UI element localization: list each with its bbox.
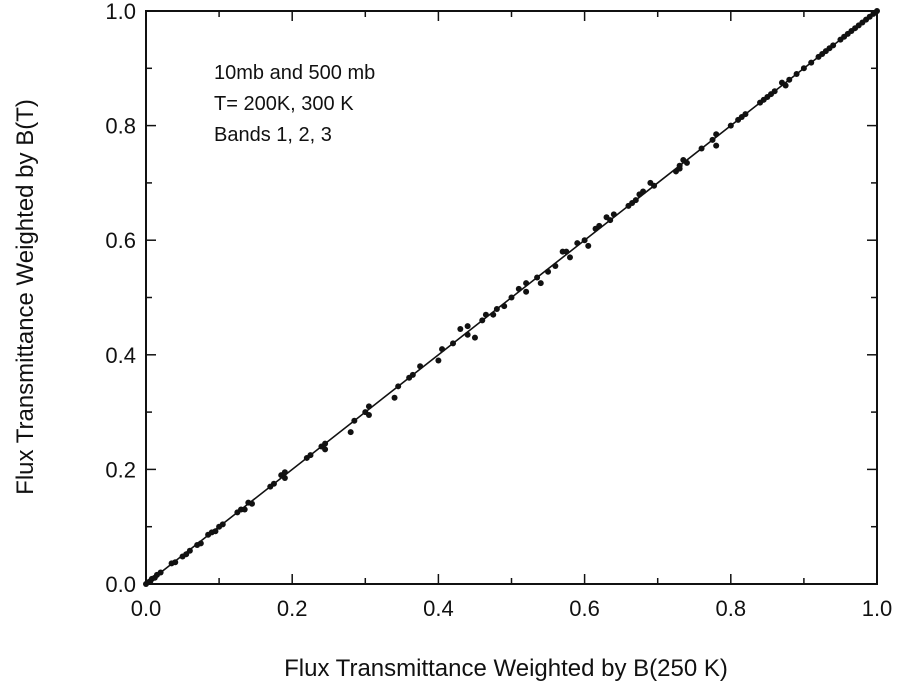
plot-area <box>143 8 880 587</box>
x-axis-label: Flux Transmittance Weighted by B(250 K) <box>284 655 728 682</box>
y-tick-label: 0.6 <box>105 228 136 253</box>
data-point <box>435 357 442 364</box>
data-point <box>365 411 372 418</box>
data-point <box>830 42 837 49</box>
data-point <box>439 346 446 353</box>
data-point <box>651 182 658 189</box>
data-point <box>197 540 204 547</box>
data-point <box>676 165 683 172</box>
x-tick-label: 1.0 <box>862 596 893 621</box>
data-point <box>464 323 471 330</box>
data-point <box>464 331 471 338</box>
data-point <box>515 285 522 292</box>
annotation-line-3: Bands 1, 2, 3 <box>214 124 332 146</box>
data-point <box>874 8 880 14</box>
data-point <box>248 500 255 507</box>
data-point <box>351 417 358 424</box>
data-point <box>482 311 489 318</box>
data-point <box>219 521 226 528</box>
data-point <box>709 136 716 143</box>
data-point <box>241 506 248 513</box>
data-point <box>683 159 690 166</box>
y-tick-label: 0.8 <box>105 114 136 139</box>
data-point <box>782 82 789 89</box>
x-tick-label: 0.6 <box>569 596 600 621</box>
data-point <box>552 262 559 269</box>
data-point <box>610 211 617 218</box>
data-point <box>490 311 497 318</box>
data-point <box>632 197 639 204</box>
data-point <box>574 240 581 247</box>
y-tick-label: 0.0 <box>105 572 136 597</box>
data-point <box>523 280 530 287</box>
data-point <box>457 326 464 333</box>
data-point <box>186 547 193 554</box>
data-point <box>395 383 402 390</box>
data-point <box>566 254 573 261</box>
data-point <box>157 569 164 576</box>
data-point <box>713 142 720 149</box>
annotation-line-2: T= 200K, 300 K <box>214 93 354 115</box>
data-point <box>172 559 179 566</box>
data-point <box>322 440 329 447</box>
y-tick-label: 0.2 <box>105 457 136 482</box>
data-point <box>391 394 398 401</box>
data-point <box>281 474 288 481</box>
data-point <box>508 294 515 301</box>
data-point <box>365 403 372 410</box>
data-point <box>563 248 570 255</box>
data-point <box>347 429 354 436</box>
data-point <box>545 268 552 275</box>
data-point <box>713 131 720 138</box>
data-point <box>786 76 793 83</box>
data-point <box>307 452 314 459</box>
annotation-line-1: 10mb and 500 mb <box>214 62 375 84</box>
y-tick-labels: 0.0 0.2 0.4 0.6 0.8 1.0 <box>105 0 136 597</box>
data-point <box>771 88 778 95</box>
data-point <box>479 317 486 324</box>
data-point <box>793 71 800 78</box>
data-point <box>640 188 647 195</box>
data-point <box>450 340 457 347</box>
data-point <box>270 480 277 487</box>
data-point <box>607 217 614 224</box>
x-tick-label: 0.2 <box>277 596 308 621</box>
data-point <box>534 274 541 281</box>
data-point <box>409 371 416 378</box>
y-tick-label: 0.4 <box>105 343 136 368</box>
data-point <box>471 334 478 341</box>
x-tick-label: 0.8 <box>716 596 747 621</box>
y-tick-label: 1.0 <box>105 0 136 24</box>
data-point <box>596 222 603 229</box>
x-tick-label: 0.0 <box>131 596 162 621</box>
data-point <box>727 122 734 129</box>
data-point <box>800 65 807 72</box>
data-point <box>537 280 544 287</box>
data-point <box>698 145 705 152</box>
x-tick-label: 0.4 <box>423 596 454 621</box>
data-point <box>493 305 500 312</box>
data-point <box>742 111 749 118</box>
axis-ticks <box>145 10 878 585</box>
data-point <box>501 303 508 310</box>
data-point <box>322 446 329 453</box>
data-point <box>581 237 588 244</box>
data-point <box>212 528 219 535</box>
data-points <box>143 8 880 587</box>
y-axis-label: Flux Transmittance Weighted by B(T) <box>12 99 39 495</box>
data-point <box>585 242 592 249</box>
x-tick-labels: 0.0 0.2 0.4 0.6 0.8 1.0 <box>131 596 893 621</box>
data-point <box>808 59 815 66</box>
data-point <box>281 469 288 476</box>
data-point <box>417 363 424 370</box>
data-point <box>523 288 530 295</box>
